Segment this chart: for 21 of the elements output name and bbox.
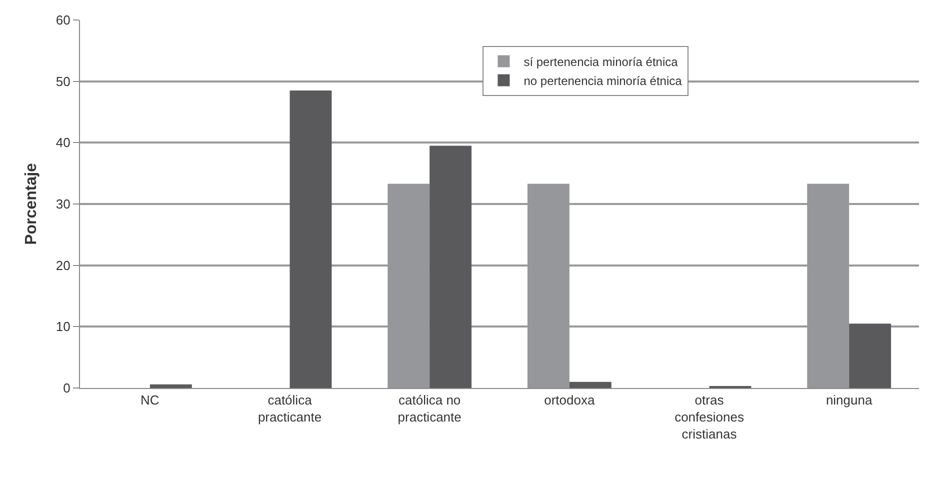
legend-label: sí pertenencia minoría étnica [524, 54, 678, 69]
y-tick-label: 40 [56, 135, 70, 150]
x-tick-label: otras confesiones cristianas [674, 392, 744, 442]
y-tick-label: 30 [56, 196, 70, 212]
x-tick-label: ninguna [826, 392, 873, 408]
y-axis-title: Porcentaje [22, 162, 40, 245]
bar [849, 324, 892, 388]
x-tick-label: católica no practicante [398, 392, 462, 424]
y-tick-label: 0 [63, 380, 70, 396]
bar [430, 146, 472, 388]
bar [150, 384, 192, 388]
y-tick-label: 20 [56, 258, 70, 273]
x-tick-label: católica practicante [258, 392, 322, 424]
bar [290, 90, 332, 388]
y-tick-label: 50 [56, 74, 70, 89]
y-tick-label: 60 [56, 12, 70, 28]
y-tick-label: 10 [56, 319, 70, 334]
bar [569, 382, 612, 388]
legend-label: no pertenencia minoría étnica [524, 74, 682, 88]
x-tick-label: NC [140, 392, 160, 408]
x-tick-label: ortodoxa [544, 392, 596, 408]
